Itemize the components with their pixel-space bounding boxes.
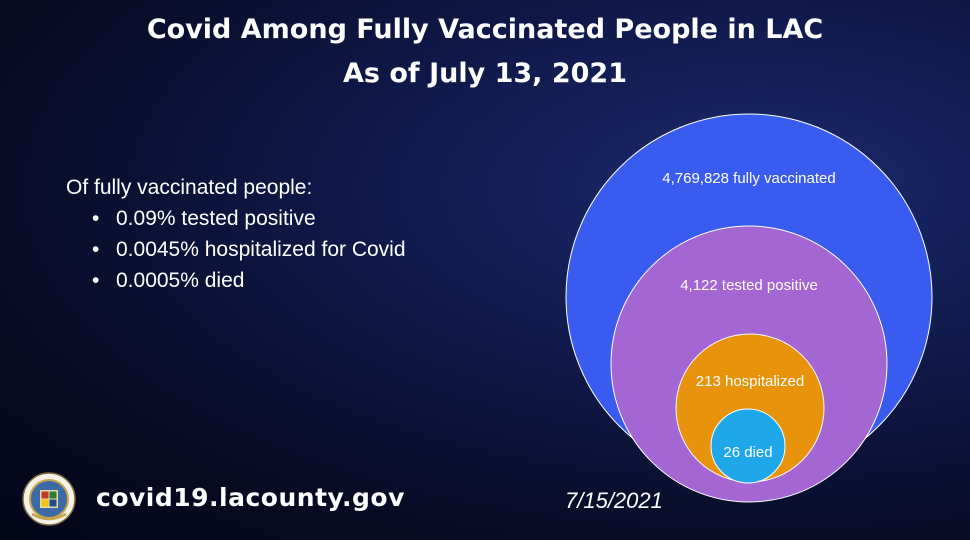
bubble-died — [710, 408, 786, 484]
bubble-tested-positive-label: 4,122 tested positive — [680, 277, 818, 294]
bubble-hospitalized-label: 213 hospitalized — [696, 373, 804, 390]
title-line-1: Covid Among Fully Vaccinated People in L… — [146, 14, 824, 45]
stat-item-positive: 0.09% tested positive — [66, 203, 406, 234]
chart-title: Covid Among Fully Vaccinated People in L… — [0, 8, 970, 96]
website-link[interactable]: covid19.lacounty.gov — [96, 483, 405, 512]
stat-item-died: 0.0005% died — [66, 265, 406, 296]
stat-item-hospitalized: 0.0045% hospitalized for Covid — [66, 234, 406, 265]
bubble-fully-vaccinated-label: 4,769,828 fully vaccinated — [662, 170, 835, 187]
stats-list: 0.09% tested positive 0.0045% hospitaliz… — [66, 203, 406, 296]
slide-date: 7/15/2021 — [565, 488, 663, 513]
bubble-died-label: 26 died — [723, 444, 772, 461]
title-line-2: As of July 13, 2021 — [343, 58, 627, 89]
stats-heading: Of fully vaccinated people: — [66, 176, 313, 199]
vaccinated-stats: Of fully vaccinated people: 0.09% tested… — [66, 172, 406, 296]
la-county-seal-icon — [22, 472, 76, 526]
